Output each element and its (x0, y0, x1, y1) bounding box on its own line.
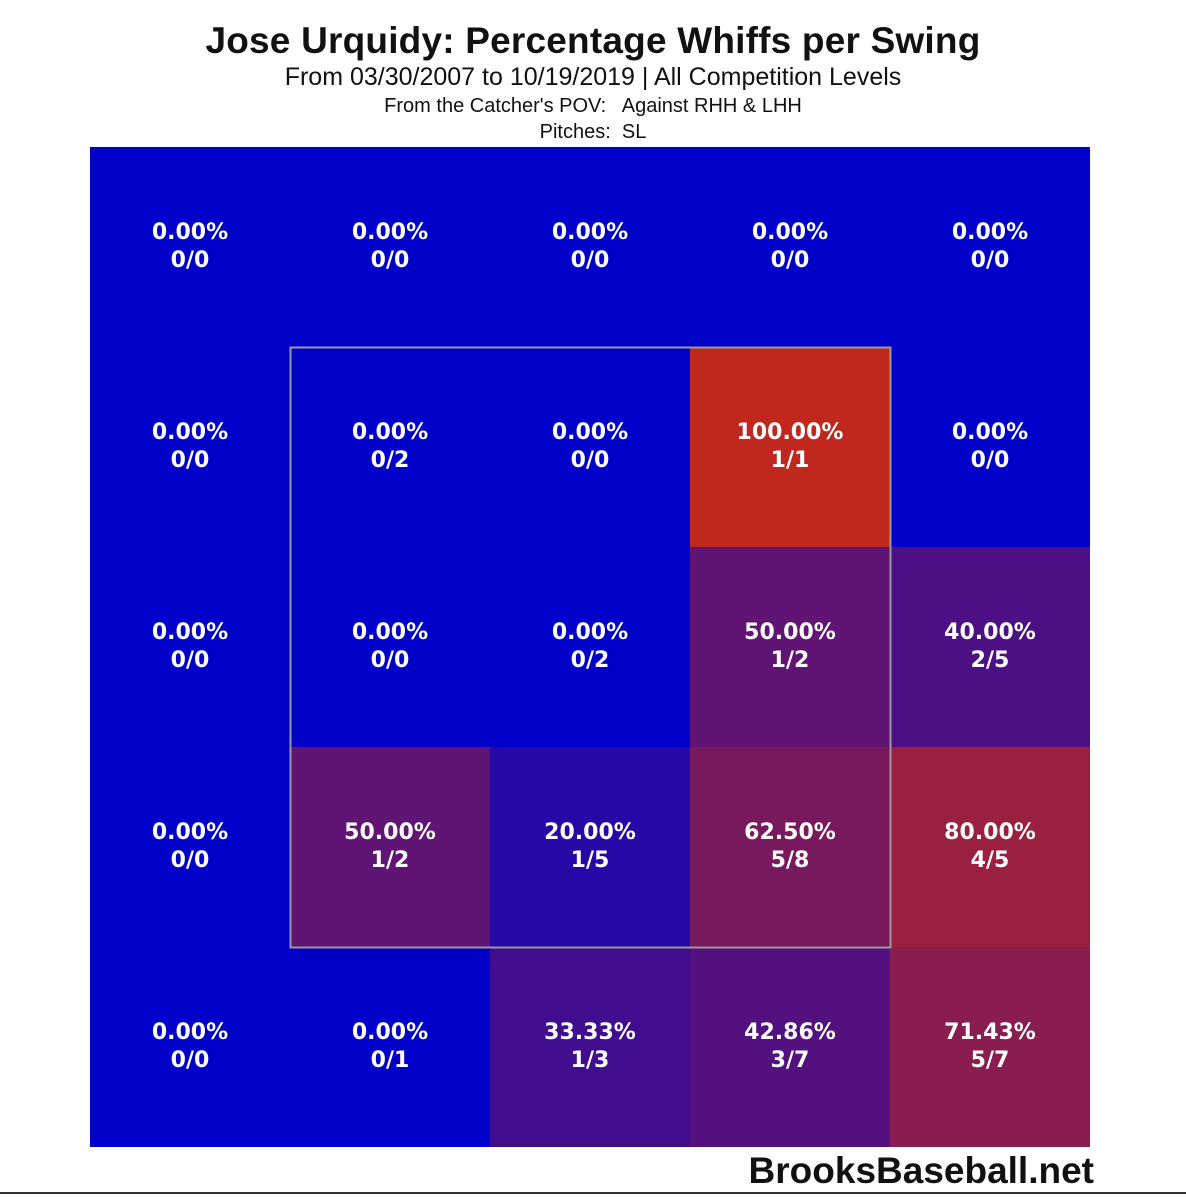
cell-percent-r0-c1: 0.00% (352, 220, 428, 245)
heatmap-cell-r3-c4 (890, 747, 1090, 947)
heatmap-cell-r2-c0 (90, 547, 290, 747)
heatmap-cell-r4-c1 (290, 947, 490, 1147)
cell-percent-r3-c0: 0.00% (152, 820, 228, 845)
cell-percent-r1-c2: 0.00% (552, 420, 628, 445)
cell-percent-r0-c0: 0.00% (152, 220, 228, 245)
chart-subtitle-pov: From the Catcher's POV: Against RHH & LH… (384, 95, 802, 117)
chart-subtitle-dates: From 03/30/2007 to 10/19/2019 | All Comp… (284, 63, 902, 91)
cell-percent-r2-c3: 50.00% (744, 620, 836, 645)
heatmap-cell-r4-c2 (490, 947, 690, 1147)
heatmap-cell-r1-c4 (890, 347, 1090, 547)
cell-percent-r0-c2: 0.00% (552, 220, 628, 245)
cell-percent-r4-c4: 71.43% (944, 1020, 1036, 1045)
cell-count-r4-c0: 0/0 (171, 1048, 210, 1073)
cell-count-r3-c1: 1/2 (371, 848, 410, 873)
strike-zone-outline (289, 346, 892, 949)
heatmap-cell-r1-c1 (290, 347, 490, 547)
heatmap-cell-r3-c0 (90, 747, 290, 947)
heatmap-cell-r0-c1 (290, 147, 490, 347)
cell-percent-r2-c1: 0.00% (352, 620, 428, 645)
cell-percent-r1-c4: 0.00% (952, 420, 1028, 445)
cell-percent-r2-c2: 0.00% (552, 620, 628, 645)
cell-percent-r4-c2: 33.33% (544, 1020, 636, 1045)
heatmap-cell-r0-c4 (890, 147, 1090, 347)
cell-count-r0-c4: 0/0 (971, 248, 1010, 273)
cell-count-r1-c3: 1/1 (771, 448, 810, 473)
cell-count-r4-c4: 5/7 (971, 1048, 1010, 1073)
bottom-divider (0, 1192, 1186, 1194)
chart-subtitle-pitches: Pitches: SL (539, 121, 647, 143)
heatmap-cell-r3-c2 (490, 747, 690, 947)
heatmap-cell-r4-c3 (690, 947, 890, 1147)
heatmap-cell-r2-c1 (290, 547, 490, 747)
cell-count-r2-c3: 1/2 (771, 648, 810, 673)
cell-count-r1-c2: 0/0 (571, 448, 610, 473)
cell-count-r2-c2: 0/2 (571, 648, 610, 673)
cell-percent-r2-c0: 0.00% (152, 620, 228, 645)
cell-count-r3-c2: 1/5 (571, 848, 610, 873)
heatmap-cell-r1-c3 (690, 347, 890, 547)
cell-count-r4-c2: 1/3 (571, 1048, 610, 1073)
cell-percent-r1-c0: 0.00% (152, 420, 228, 445)
cell-percent-r3-c1: 50.00% (344, 820, 436, 845)
heatmap-cell-r2-c2 (490, 547, 690, 747)
cell-percent-r0-c3: 0.00% (752, 220, 828, 245)
heatmap-cell-r0-c3 (690, 147, 890, 347)
cell-percent-r0-c4: 0.00% (952, 220, 1028, 245)
cell-percent-r3-c3: 62.50% (744, 820, 836, 845)
heatmap-cell-r0-c0 (90, 147, 290, 347)
cell-count-r3-c4: 4/5 (971, 848, 1010, 873)
heatmap-cell-r2-c3 (690, 547, 890, 747)
cell-count-r2-c0: 0/0 (171, 648, 210, 673)
cell-count-r3-c0: 0/0 (171, 848, 210, 873)
heatmap-cell-r1-c0 (90, 347, 290, 547)
cell-count-r2-c1: 0/0 (371, 648, 410, 673)
heatmap-cell-r3-c1 (290, 747, 490, 947)
cell-count-r0-c3: 0/0 (771, 248, 810, 273)
heatmap-cell-r4-c4 (890, 947, 1090, 1147)
brooks-baseball-watermark: BrooksBaseball.net (748, 1150, 1094, 1191)
heatmap-cell-r0-c2 (490, 147, 690, 347)
cell-percent-r1-c3: 100.00% (737, 420, 844, 445)
heatmap-cell-r3-c3 (690, 747, 890, 947)
heatmap-cell-r1-c2 (490, 347, 690, 547)
cell-count-r4-c1: 0/1 (371, 1048, 410, 1073)
heatmap-cell-r2-c4 (890, 547, 1090, 747)
cell-percent-r3-c4: 80.00% (944, 820, 1036, 845)
chart-title: Jose Urquidy: Percentage Whiffs per Swin… (205, 20, 981, 61)
cell-count-r3-c3: 5/8 (771, 848, 810, 873)
cell-percent-r4-c3: 42.86% (744, 1020, 836, 1045)
cell-count-r1-c0: 0/0 (171, 448, 210, 473)
cell-percent-r4-c0: 0.00% (152, 1020, 228, 1045)
cell-count-r1-c4: 0/0 (971, 448, 1010, 473)
cell-count-r2-c4: 2/5 (971, 648, 1010, 673)
heatmap-cell-r4-c0 (90, 947, 290, 1147)
cell-count-r4-c3: 3/7 (771, 1048, 810, 1073)
cell-count-r1-c1: 0/2 (371, 448, 410, 473)
cell-percent-r2-c4: 40.00% (944, 620, 1036, 645)
cell-count-r0-c0: 0/0 (171, 248, 210, 273)
cell-count-r0-c1: 0/0 (371, 248, 410, 273)
cell-percent-r1-c1: 0.00% (352, 420, 428, 445)
cell-count-r0-c2: 0/0 (571, 248, 610, 273)
cell-percent-r4-c1: 0.00% (352, 1020, 428, 1045)
cell-percent-r3-c2: 20.00% (544, 820, 636, 845)
